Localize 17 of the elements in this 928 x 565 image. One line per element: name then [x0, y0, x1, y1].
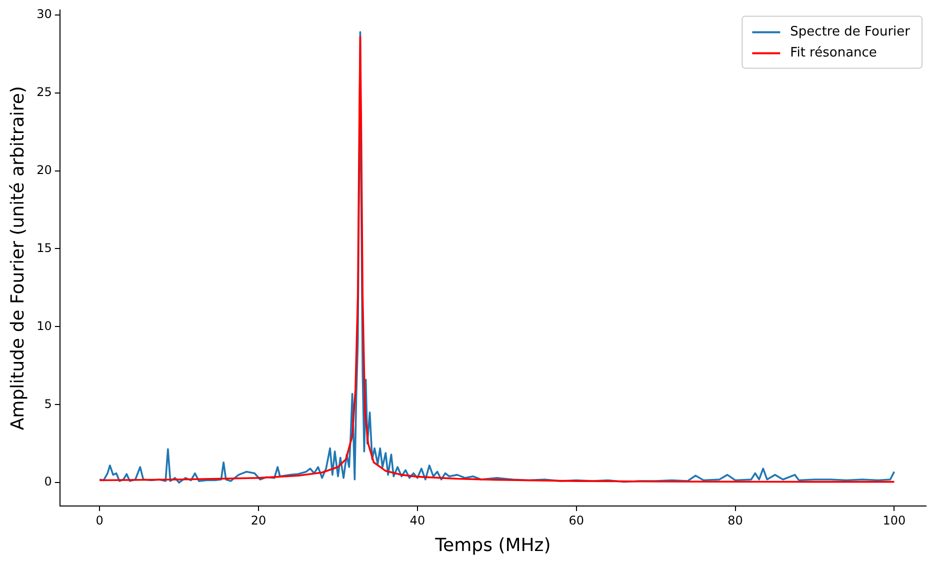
- x-tick-label: 40: [410, 513, 426, 528]
- x-tick-label: 100: [882, 513, 906, 528]
- x-tick-label: 80: [728, 513, 743, 528]
- y-tick-label: 30: [36, 7, 52, 21]
- y-tick-label: 0: [44, 474, 52, 489]
- y-tick-label: 15: [36, 240, 52, 255]
- y-axis-title: Amplitude de Fourier (unité arbitraire): [7, 86, 28, 430]
- x-tick-label: 20: [250, 513, 266, 528]
- legend-label: Fit résonance: [790, 46, 877, 61]
- legend-label: Spectre de Fourier: [790, 24, 911, 40]
- x-tick-label: 0: [96, 513, 104, 528]
- y-tick-label: 5: [44, 396, 52, 411]
- y-tick-label: 25: [36, 84, 52, 99]
- x-tick-label: 60: [568, 513, 584, 528]
- y-tick-label: 10: [36, 318, 52, 333]
- y-tick-label: 20: [36, 162, 52, 177]
- x-axis-title: Temps (MHz): [434, 534, 551, 556]
